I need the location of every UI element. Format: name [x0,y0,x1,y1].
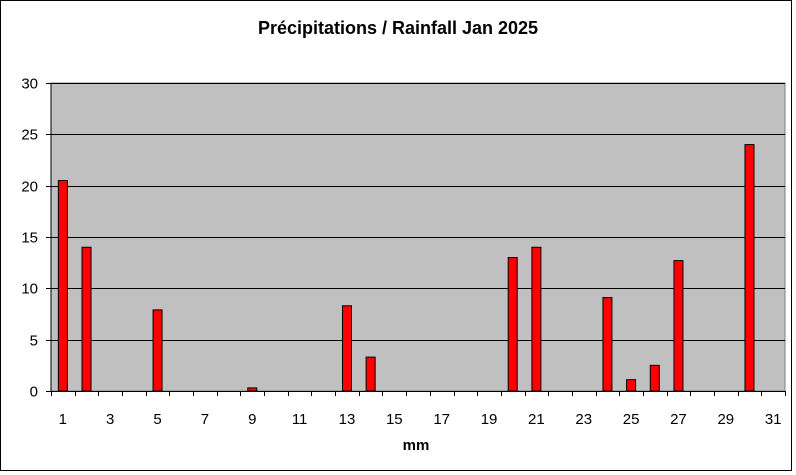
y-tick-label: 0 [30,384,38,401]
chart-title: Précipitations / Rainfall Jan 2025 [257,18,539,38]
bar [602,297,613,392]
x-tick-label: 21 [528,411,545,428]
bar [649,364,660,392]
x-tick-label: 27 [670,411,687,428]
bar [507,257,518,392]
y-tick-label: 20 [21,179,38,196]
x-tick-label: 7 [201,411,209,428]
x-tick-label: 19 [481,411,498,428]
y-tick-label: 15 [21,230,38,247]
x-tick-label: 5 [153,411,161,428]
y-tick-label: 5 [30,333,38,350]
x-axis-label: mm [402,437,430,454]
x-tick-label: 25 [623,411,640,428]
y-tick-label: 30 [21,76,38,93]
x-tick-label: 9 [248,411,256,428]
x-tick-label: 31 [765,411,782,428]
x-tick-label: 15 [386,411,403,428]
bar [81,246,92,392]
bar [247,387,258,392]
bar [531,246,542,392]
x-tick-label: 29 [717,411,734,428]
bar [744,144,755,392]
bar [626,379,637,392]
bar [673,260,684,392]
bar [57,180,68,392]
x-tick-label: 13 [339,411,356,428]
bar [365,356,376,392]
x-tick-label: 23 [575,411,592,428]
x-tick-label: 17 [433,411,450,428]
y-tick-label: 10 [21,281,38,298]
x-tick-label: 3 [106,411,114,428]
bar [341,305,352,392]
x-tick-label: 1 [59,411,67,428]
x-tick-label: 11 [292,411,308,428]
y-tick-label: 25 [21,127,38,144]
bar [152,309,163,392]
